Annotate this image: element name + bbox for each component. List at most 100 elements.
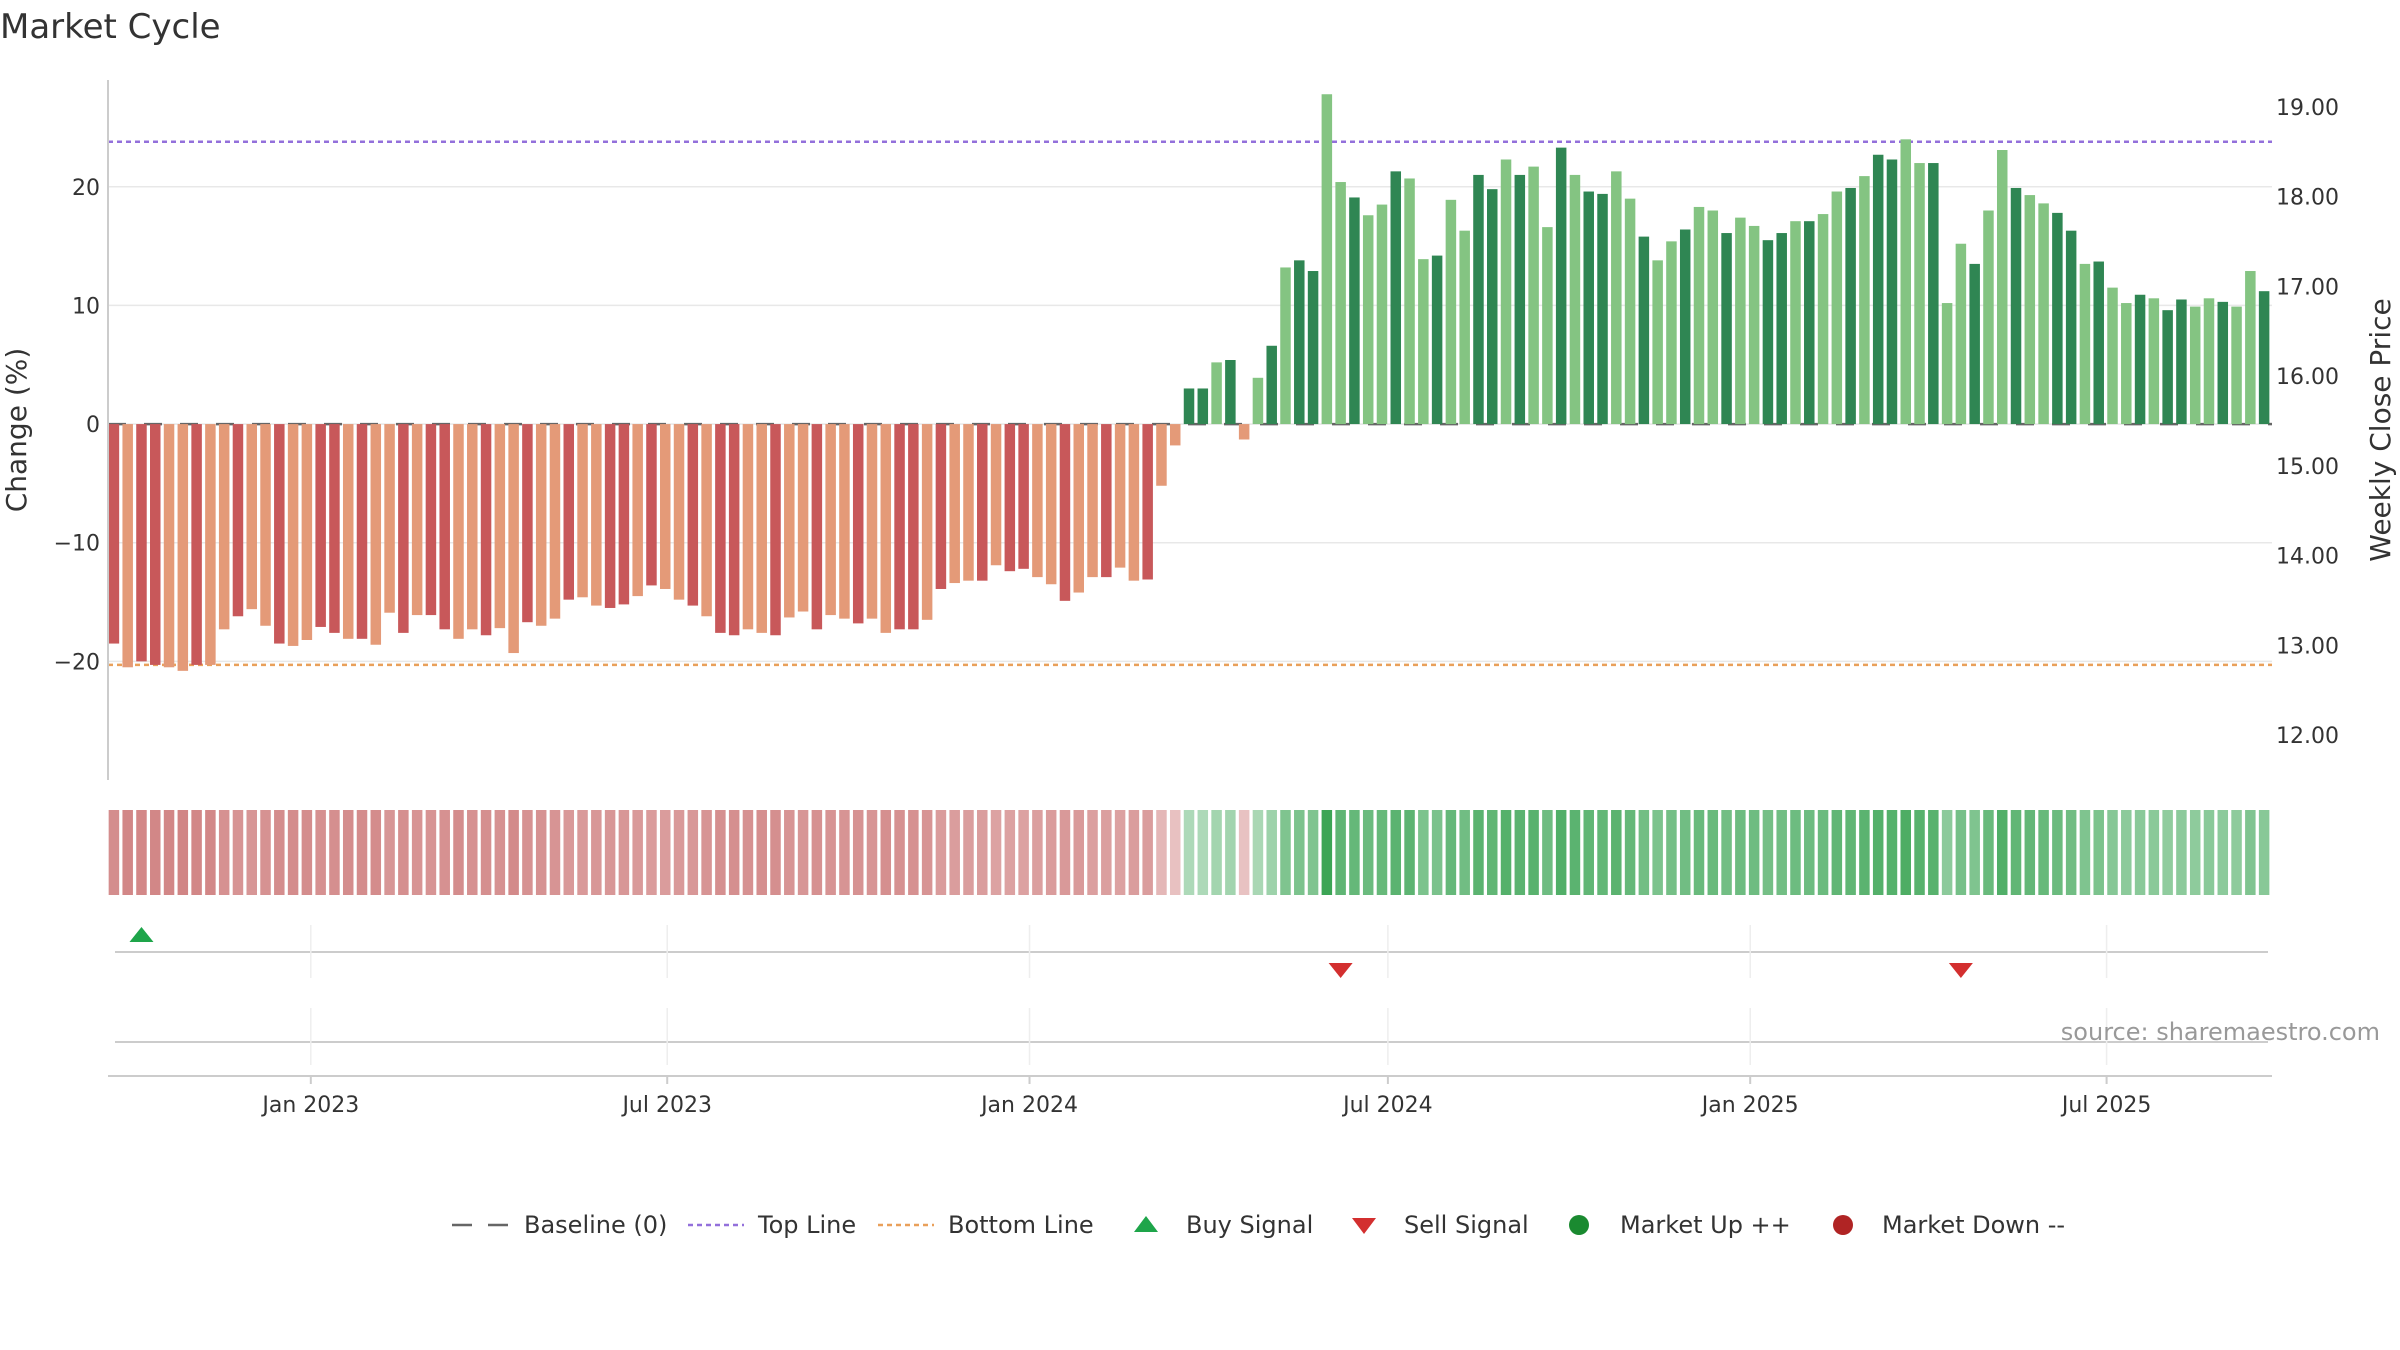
bar — [453, 424, 464, 639]
sell-signal-marker — [1328, 963, 1353, 978]
bar — [425, 424, 437, 616]
bar — [1666, 241, 1677, 425]
y-tick-label-right: 13.00 — [2276, 634, 2339, 659]
strip-cell — [1872, 810, 1884, 895]
y-tick-label-right: 14.00 — [2276, 545, 2339, 570]
strip-cell — [2107, 810, 2118, 895]
chart-title: Market Cycle — [0, 7, 221, 47]
bar — [1045, 424, 1057, 585]
bar — [370, 424, 382, 645]
strip-cell — [1528, 810, 1539, 895]
strip-cell — [1018, 810, 1029, 895]
strip-cell — [356, 810, 368, 895]
bar — [218, 424, 230, 630]
bar — [646, 424, 657, 586]
bar — [1156, 424, 1167, 486]
bar — [563, 424, 575, 600]
bar — [1059, 424, 1071, 601]
strip-cell — [852, 810, 864, 895]
strip-cell — [480, 810, 492, 895]
bar — [1748, 225, 1760, 425]
strip-cell — [1652, 810, 1663, 895]
bar — [2203, 298, 2215, 425]
strip-cell — [935, 810, 947, 895]
bar — [852, 424, 864, 624]
strip-cell — [990, 810, 1002, 895]
x-tick-label: Jan 2023 — [260, 1093, 359, 1118]
bar — [384, 424, 395, 613]
strip-cell — [1087, 810, 1098, 895]
bar — [1101, 424, 1112, 578]
bar — [784, 424, 795, 618]
strip-cell — [1666, 810, 1677, 895]
strip-cell — [549, 810, 561, 895]
strip-cell — [949, 810, 960, 895]
bar — [1197, 388, 1209, 425]
strip-cell — [2079, 810, 2091, 895]
strip-cell — [522, 810, 533, 895]
strip-cell — [921, 810, 933, 895]
y-tick-label-right: 12.00 — [2276, 724, 2339, 749]
bar — [2189, 306, 2201, 425]
strip-cell — [963, 810, 974, 895]
bar — [1238, 424, 1250, 440]
date-axis: Jan 2023 Jul 2023 Jan 2024 Jul 2024 Jan 2025… — [108, 1075, 2272, 1118]
bar — [2245, 271, 2256, 425]
strip-cell — [1266, 810, 1277, 895]
bar — [1128, 424, 1140, 581]
bar — [1638, 236, 1650, 425]
x-tick-label: Jul 2025 — [2060, 1093, 2152, 1118]
bar — [756, 424, 767, 633]
bar — [1252, 377, 1264, 425]
bar — [1487, 189, 1498, 425]
strip-cell — [2203, 810, 2215, 895]
strip-cell — [2189, 810, 2201, 895]
bar — [163, 424, 175, 668]
bar — [1693, 206, 1705, 425]
bar — [2176, 299, 2187, 425]
strip-cell — [122, 810, 133, 895]
strip-cell — [618, 810, 630, 895]
y-tick-label-right: 16.00 — [2276, 365, 2339, 390]
bar — [1969, 263, 1980, 425]
legend-sell-icon — [1352, 1218, 1376, 1234]
signal-panel — [115, 925, 2268, 1065]
bar — [205, 424, 216, 665]
bar — [2107, 287, 2118, 425]
bar — [2148, 298, 2160, 425]
bar — [232, 424, 244, 617]
y-tick-label-left: 20 — [72, 176, 100, 201]
bar — [1845, 187, 1856, 425]
bar — [1762, 240, 1774, 425]
bar — [1445, 199, 1457, 425]
x-tick-label: Jul 2024 — [1341, 1093, 1433, 1118]
strip-cell — [301, 810, 313, 895]
strip-cell — [2024, 810, 2036, 895]
bar — [549, 424, 561, 619]
bar — [1294, 260, 1305, 425]
bar — [480, 424, 492, 636]
strip-cell — [604, 810, 616, 895]
strip-cell — [425, 810, 437, 895]
bar — [1500, 159, 1512, 425]
bar — [1776, 233, 1787, 425]
strip-cell — [1390, 810, 1402, 895]
y-tick-label-left: 10 — [72, 294, 100, 319]
strip-cell — [1790, 810, 1801, 895]
strip-cell — [1514, 810, 1526, 895]
bar — [1721, 233, 1732, 425]
strip-cell — [108, 810, 120, 895]
bar — [880, 424, 892, 633]
strip-cell — [2065, 810, 2077, 895]
bar — [260, 424, 271, 626]
strip-cell — [632, 810, 643, 895]
strip-cell — [1349, 810, 1360, 895]
bar — [1804, 221, 1815, 425]
bar — [2162, 310, 2173, 425]
strip-cell — [2231, 810, 2242, 895]
bar — [150, 424, 161, 665]
bar — [1280, 267, 1291, 425]
strip-cell — [1804, 810, 1815, 895]
bar — [1376, 204, 1388, 425]
strip-cell — [2148, 810, 2160, 895]
